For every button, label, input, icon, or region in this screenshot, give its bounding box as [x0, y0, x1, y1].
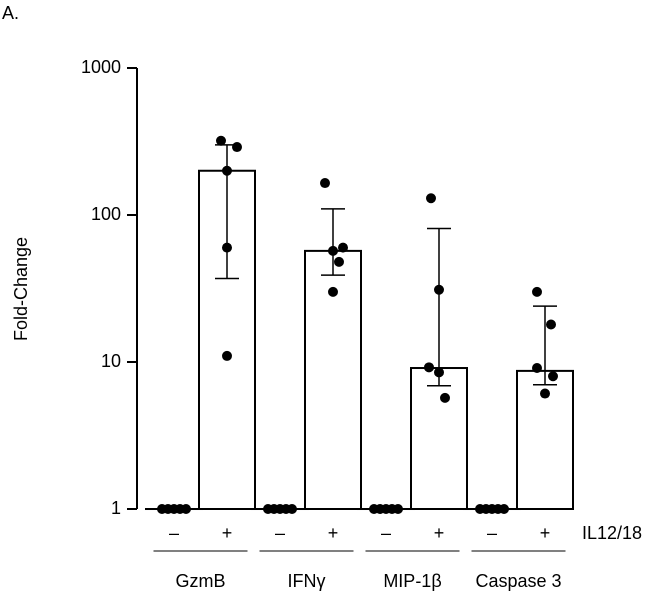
- data-point: [393, 504, 403, 514]
- y-tick-label: 100: [91, 204, 121, 224]
- data-point: [434, 367, 444, 377]
- panel-label: A.: [2, 3, 19, 23]
- condition-tick-label: –: [275, 523, 285, 543]
- bar: [411, 368, 467, 509]
- data-point: [232, 142, 242, 152]
- group-label: MIP-1β: [383, 571, 441, 591]
- group-label: GzmB: [175, 571, 225, 591]
- data-point: [328, 287, 338, 297]
- data-point: [287, 504, 297, 514]
- data-point: [222, 166, 232, 176]
- y-axis-label: Fold-Change: [11, 237, 31, 341]
- condition-tick-label: –: [381, 523, 391, 543]
- condition-label: IL12/18: [582, 523, 642, 543]
- data-point: [222, 243, 232, 253]
- data-point: [181, 504, 191, 514]
- condition-tick-label: +: [222, 523, 233, 543]
- data-point: [424, 362, 434, 372]
- data-point: [499, 504, 509, 514]
- data-point: [216, 136, 226, 146]
- data-point: [434, 285, 444, 295]
- y-tick-label: 10: [101, 351, 121, 371]
- group-label: IFNγ: [288, 571, 326, 591]
- data-point: [320, 178, 330, 188]
- data-point: [548, 371, 558, 381]
- group-label: Caspase 3: [475, 571, 561, 591]
- data-point: [532, 287, 542, 297]
- data-point: [222, 351, 232, 361]
- data-point: [540, 389, 550, 399]
- condition-tick-label: –: [169, 523, 179, 543]
- data-point: [334, 257, 344, 267]
- data-point: [426, 193, 436, 203]
- condition-tick-label: +: [434, 523, 445, 543]
- y-tick-label: 1000: [81, 57, 121, 77]
- condition-tick-label: +: [328, 523, 339, 543]
- data-point: [546, 319, 556, 329]
- condition-tick-label: –: [487, 523, 497, 543]
- data-point: [440, 393, 450, 403]
- data-point: [532, 363, 542, 373]
- condition-tick-label: +: [540, 523, 551, 543]
- data-point: [328, 246, 338, 256]
- y-tick-label: 1: [111, 498, 121, 518]
- data-point: [338, 243, 348, 253]
